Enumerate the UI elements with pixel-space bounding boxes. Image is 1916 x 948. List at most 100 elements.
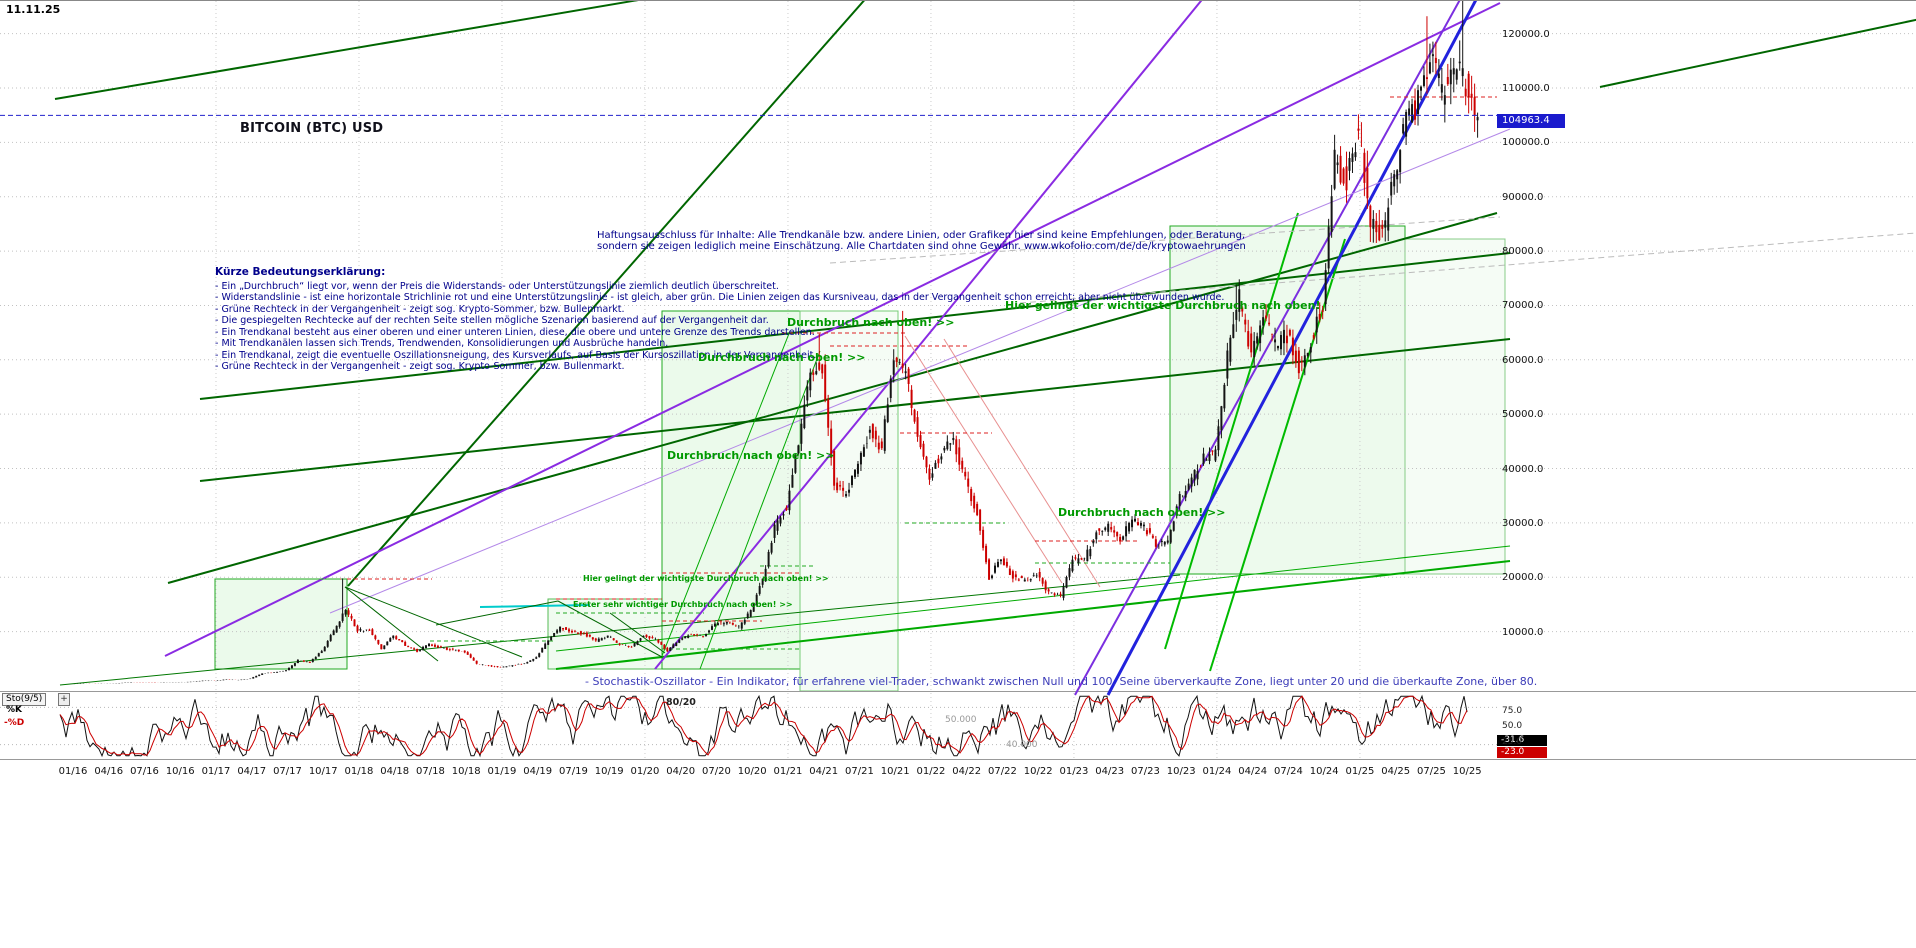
x-axis-label: 10/23 <box>1166 766 1196 777</box>
price-axis-label: 40000.0 <box>1502 463 1544 475</box>
price-axis-label: 80000.0 <box>1502 246 1544 258</box>
stochastic-d-line <box>59 695 1468 756</box>
scenario-rect <box>661 310 801 670</box>
trend-line <box>199 252 1511 400</box>
oscillator-settings-button[interactable]: + <box>58 693 70 706</box>
x-axis-label: 07/21 <box>845 766 874 777</box>
trend-line <box>555 545 1511 652</box>
x-axis-label: 07/20 <box>702 766 731 777</box>
price-axis-label: 100000.0 <box>1502 137 1550 149</box>
trend-line <box>904 335 1063 584</box>
chart-annotation: Hier gelingt der wichtigste Durchbruch n… <box>1005 299 1321 312</box>
scenario-rect <box>547 598 663 670</box>
x-axis-label: 07/22 <box>988 766 1017 777</box>
legend-line: - Ein Trendkanal besteht aus einer obere… <box>215 326 815 338</box>
x-axis-label: 01/22 <box>916 766 946 777</box>
chart-annotation: Erster sehr wichtiger Durchbruch nach ob… <box>573 600 793 609</box>
x-axis-label: 01/21 <box>773 766 803 777</box>
stochastic-description: - Stochastik-Oszillator - Ein Indikator,… <box>585 675 1538 688</box>
x-axis-label: 01/20 <box>630 766 660 777</box>
x-axis-label: 10/18 <box>451 766 481 777</box>
x-axis-label: 10/24 <box>1309 766 1339 777</box>
trend-line <box>654 1 1203 670</box>
x-axis-label: 07/18 <box>416 766 445 777</box>
trend-line <box>59 574 1181 686</box>
percent-d-label: -%D <box>4 718 25 728</box>
x-axis-label: 04/22 <box>952 766 982 777</box>
trend-line <box>1599 18 1916 88</box>
x-axis-label: 01/19 <box>487 766 517 777</box>
x-axis-label: 04/25 <box>1381 766 1411 777</box>
legend-heading: Kürze Bedeutungserklärung: <box>215 266 386 278</box>
legend-line: - Die gespiegelten Rechtecke auf der rec… <box>215 315 769 326</box>
x-axis-label: 04/17 <box>237 766 267 777</box>
chart-annotation: Hier gelingt der wichtigste Durchbruch n… <box>583 574 829 583</box>
price-axis-label: 20000.0 <box>1502 572 1544 584</box>
x-axis-label: 10/21 <box>880 766 910 777</box>
chart-title: BITCOIN (BTC) USD <box>240 121 384 136</box>
chart-annotation: Durchbruch nach oben! >> <box>698 351 866 364</box>
legend-block: Kürze Bedeutungserklärung: - Ein „Durchb… <box>215 266 1225 373</box>
legend-line: - Widerstandslinie - ist eine horizontal… <box>215 292 1225 303</box>
x-axis-label: 01/16 <box>58 766 88 777</box>
price-axis-label: 10000.0 <box>1502 626 1544 638</box>
oscillator-label[interactable]: Sto(9/5) <box>2 693 47 706</box>
x-axis-label: 01/25 <box>1345 766 1375 777</box>
x-axis-label: 07/16 <box>130 766 159 777</box>
percent-k-label: %K <box>6 705 22 715</box>
threshold-80-20-label: 80/20 <box>666 697 696 708</box>
faint-price-label: 40.000 <box>1006 740 1038 750</box>
trend-line <box>167 212 1498 584</box>
x-axis-label: 10/19 <box>594 766 624 777</box>
percent-k-value-badge: -31.6 <box>1497 735 1547 746</box>
trend-line <box>555 560 1511 670</box>
stochastic-k-line <box>59 694 1468 758</box>
chart-annotation: Durchbruch nach oben! >> <box>667 449 835 462</box>
x-axis-label: 10/20 <box>737 766 767 777</box>
trend-line <box>661 330 791 657</box>
chart-annotation: Durchbruch nach oben! >> <box>1058 506 1226 519</box>
x-axis-label: 04/19 <box>523 766 553 777</box>
trend-line <box>1074 1 1461 696</box>
x-axis-label: 04/18 <box>380 766 410 777</box>
price-axis-label: 60000.0 <box>1502 354 1544 366</box>
x-axis-label: 04/21 <box>809 766 839 777</box>
disclaimer-line-2: sondern sie zeigen lediglich meine Einsc… <box>597 241 1246 252</box>
trend-line <box>435 600 559 626</box>
trend-line <box>164 2 1501 657</box>
chart-annotation: Durchbruch nach oben! >> <box>787 316 955 329</box>
trend-line <box>344 586 523 658</box>
trend-line <box>347 1 865 587</box>
legend-line: - Ein „Durchbruch“ liegt vor, wenn der P… <box>215 280 779 292</box>
trend-line <box>329 128 1511 614</box>
x-axis-label: 04/24 <box>1238 766 1268 777</box>
oscillator-level-label: 50.0 <box>1502 721 1523 731</box>
scenario-rect <box>214 578 348 670</box>
x-axis-label: 01/23 <box>1059 766 1089 777</box>
disclaimer-line-1: Haftungsausschluss für Inhalte: Alle Tre… <box>597 230 1246 241</box>
trend-line <box>699 350 821 670</box>
price-axis-label: 70000.0 <box>1502 300 1544 312</box>
x-axis-label: 10/16 <box>165 766 195 777</box>
x-axis-label: 07/19 <box>559 766 588 777</box>
trend-line <box>557 600 663 658</box>
x-axis-label: 10/25 <box>1452 766 1482 777</box>
price-axis-label: 120000.0 <box>1502 28 1550 40</box>
trend-line <box>609 612 666 654</box>
percent-d-value-badge: -23.0 <box>1497 747 1547 758</box>
trend-line <box>199 338 1511 482</box>
x-axis-label: 04/16 <box>94 766 124 777</box>
legend-line: - Mit Trendkanälen lassen sich Trends, T… <box>215 338 669 349</box>
price-axis-label: 110000.0 <box>1502 82 1550 94</box>
x-axis-label: 07/25 <box>1417 766 1446 777</box>
legend-line: - Grüne Rechteck in der Vergangenheit - … <box>215 361 625 372</box>
x-axis-label: 04/20 <box>666 766 696 777</box>
current-price-badge: 104963.4 <box>1497 114 1565 128</box>
trend-line <box>54 1 639 100</box>
price-axis-label: 50000.0 <box>1502 409 1544 421</box>
x-axis-label: 01/24 <box>1202 766 1232 777</box>
x-axis-label: 07/24 <box>1274 766 1303 777</box>
legend-line: - Ein Trendkanal, zeigt die eventuelle O… <box>215 349 817 361</box>
